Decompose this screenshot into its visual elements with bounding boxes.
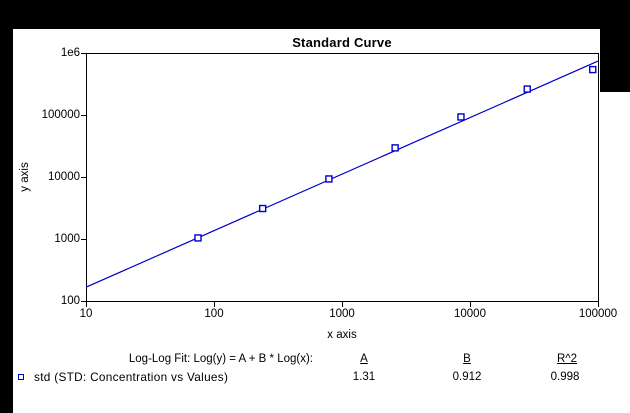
x-tick-label: 10 xyxy=(79,308,93,320)
column-header-a: A xyxy=(360,353,368,365)
y-tick-label: 1000 xyxy=(54,233,80,245)
y-tick-label: 1e6 xyxy=(60,47,80,59)
fit-value-a: 1.31 xyxy=(352,371,376,383)
data-point-marker xyxy=(523,85,531,93)
x-tick-label: 100 xyxy=(204,308,224,320)
fit-equation-label: Log-Log Fit: Log(y) = A + B * Log(x): xyxy=(128,353,313,365)
legend-marker-icon xyxy=(18,374,24,380)
x-tick-label: 10000 xyxy=(454,308,486,320)
data-point-marker xyxy=(194,234,202,242)
data-point-marker xyxy=(589,65,597,74)
column-header-r2: R^2 xyxy=(556,353,578,365)
fit-value-b: 0.912 xyxy=(452,371,482,383)
chart-title: Standard Curve xyxy=(292,35,392,50)
fit-value-r2: 0.998 xyxy=(550,371,580,383)
data-point-marker xyxy=(325,175,333,183)
data-point-marker xyxy=(258,204,267,213)
data-point-marker xyxy=(457,113,465,121)
x-axis-label: x axis xyxy=(327,329,357,341)
fit-line xyxy=(85,60,599,288)
legend-series-label: std (STD: Concentration vs Values) xyxy=(34,370,229,384)
y-tick-label: 100 xyxy=(60,295,80,307)
y-tick-label: 100000 xyxy=(41,109,80,121)
column-header-b: B xyxy=(463,353,471,365)
y-tick-label: 10000 xyxy=(48,171,80,183)
background-patch xyxy=(600,0,630,92)
x-tick-label: 1000 xyxy=(329,308,355,320)
plot-frame xyxy=(86,53,599,302)
data-point-marker xyxy=(391,144,399,152)
x-tick-label: 100000 xyxy=(578,308,618,320)
